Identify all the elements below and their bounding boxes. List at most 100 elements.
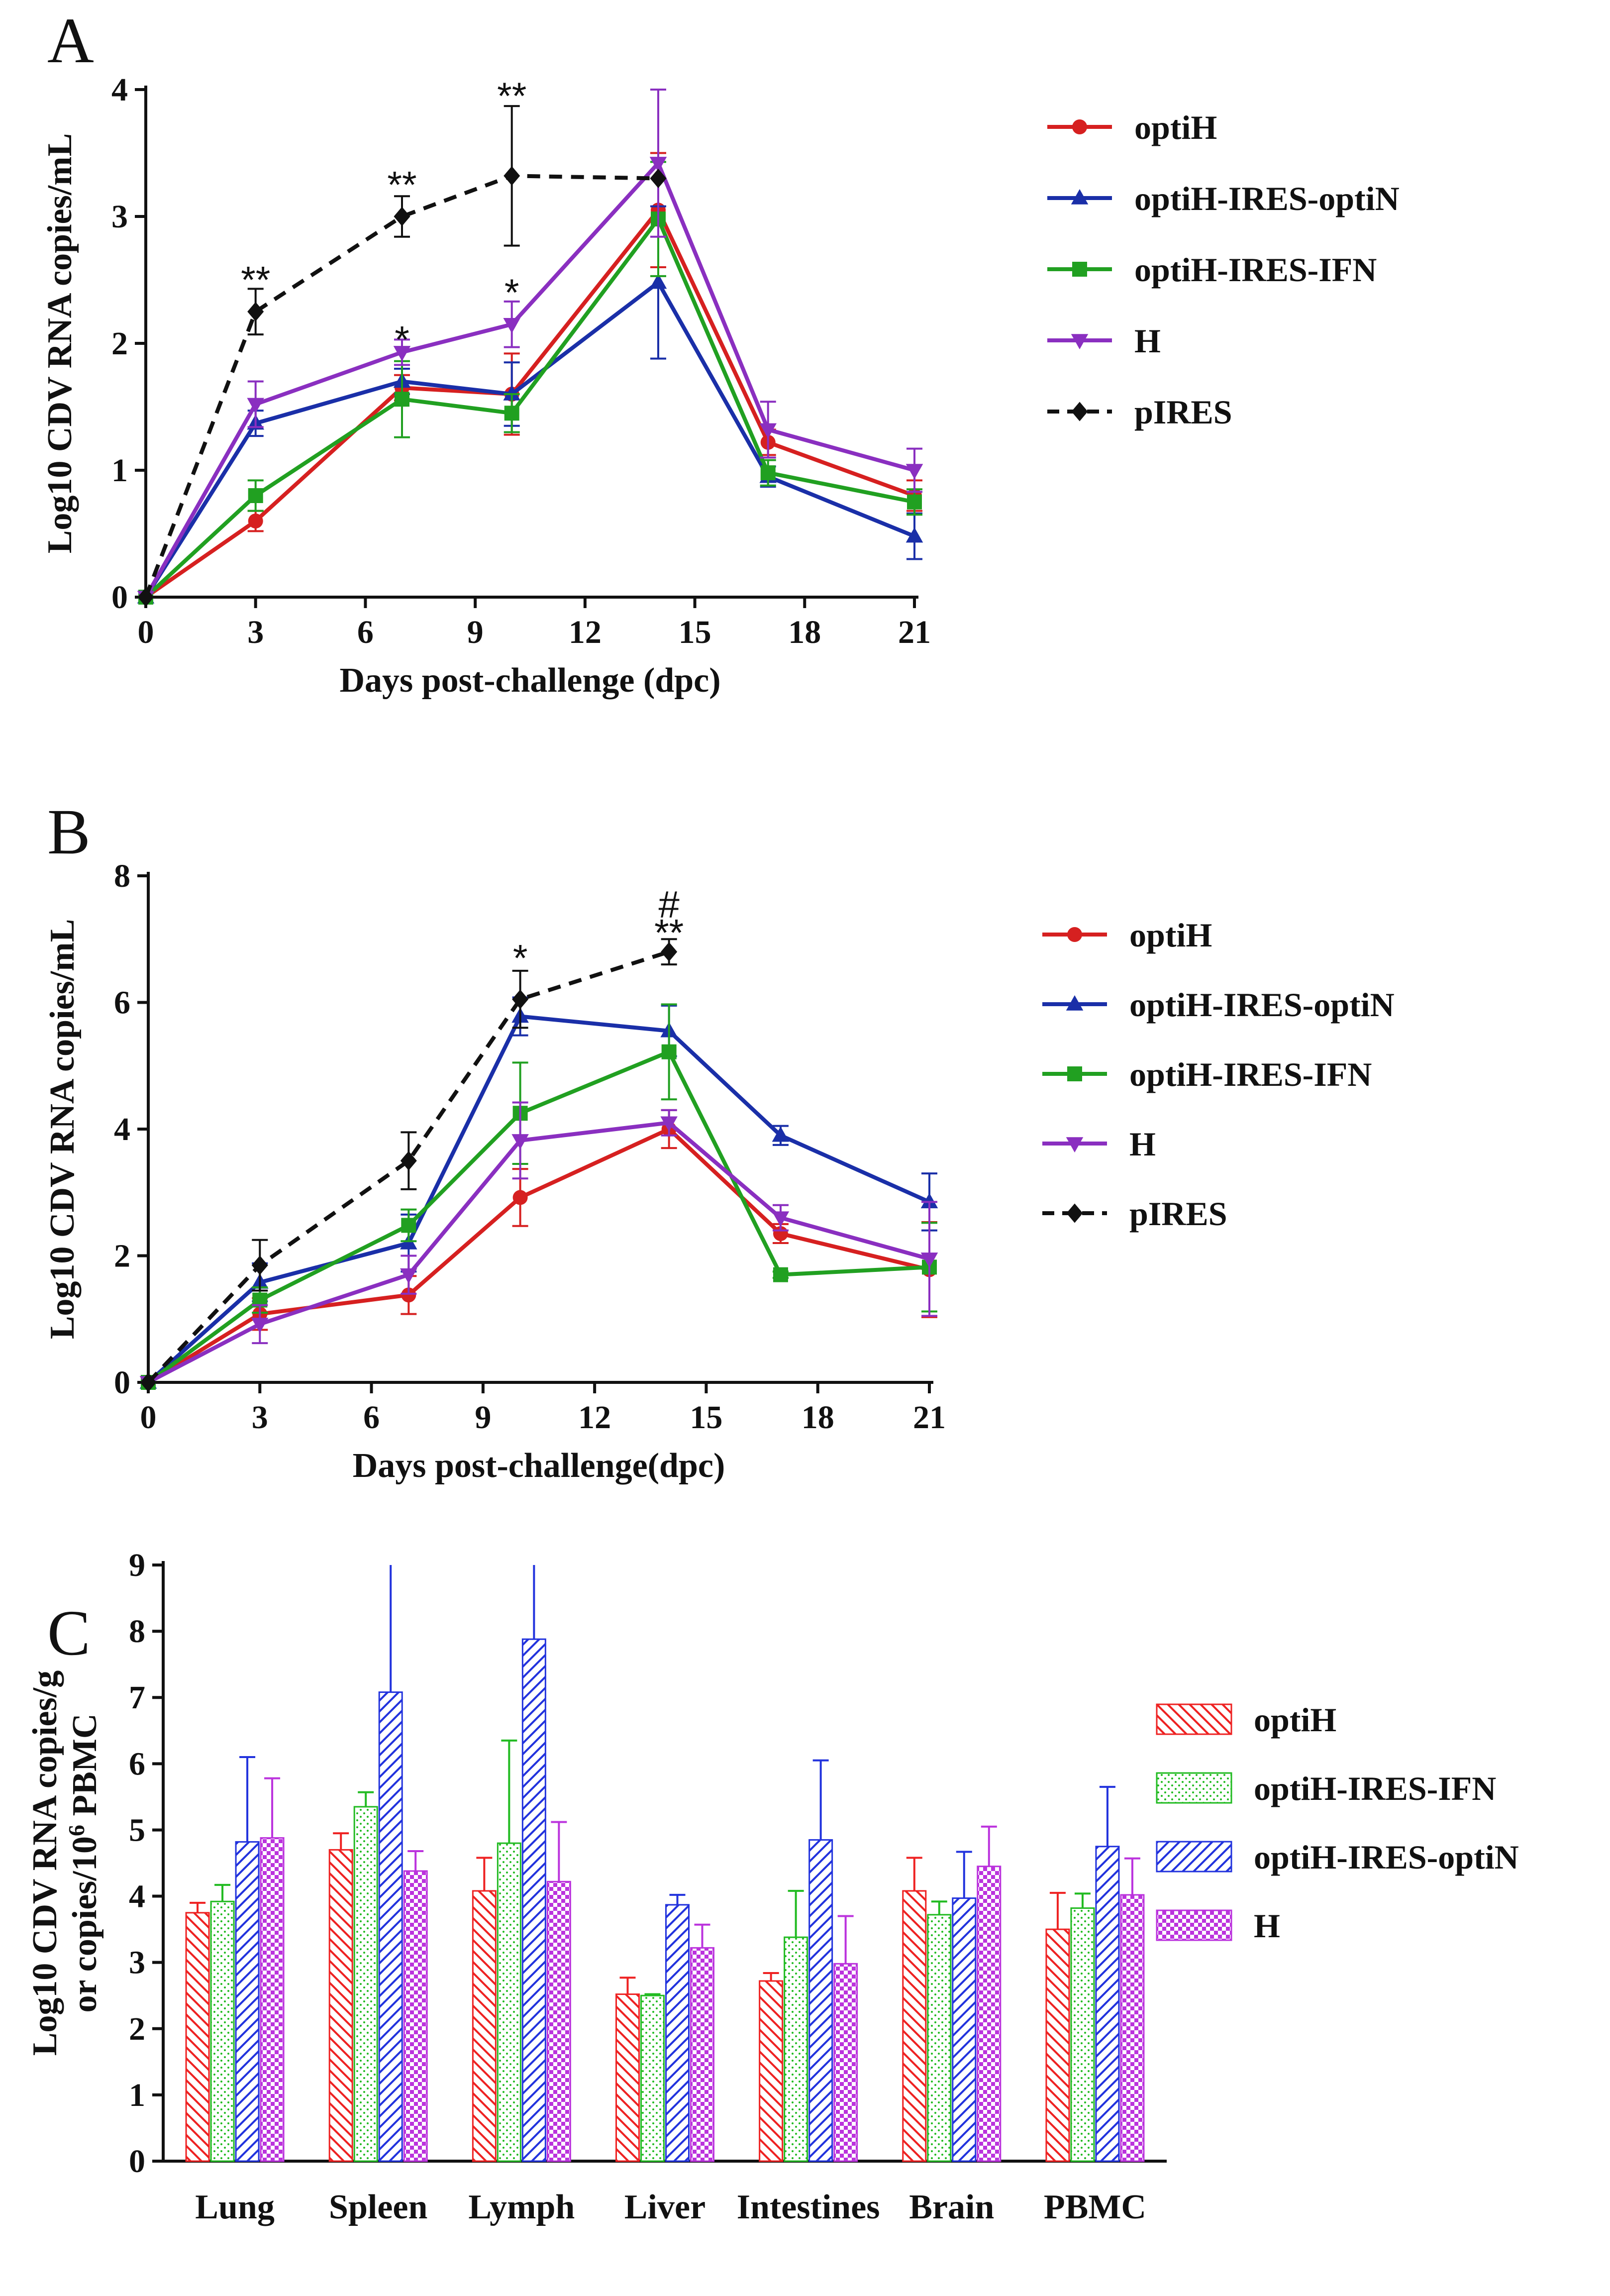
data-point xyxy=(400,1268,417,1284)
legend-label: optiH-IRES-optiN xyxy=(1129,986,1395,1024)
data-point xyxy=(906,464,923,479)
data-point xyxy=(759,423,777,439)
legend-swatch-marker xyxy=(1067,1066,1082,1081)
legend-item-optih-ires-optin: optiH-IRES-optiN xyxy=(1042,986,1395,1024)
y-tick-label: 8 xyxy=(114,858,130,894)
bar-h xyxy=(1120,1894,1145,2162)
data-point xyxy=(247,398,264,414)
legend-swatch xyxy=(1156,1909,1232,1941)
data-point xyxy=(137,587,154,607)
x-tick-label: 21 xyxy=(898,614,931,650)
x-tick-label: 15 xyxy=(679,614,711,650)
legend-swatch-marker xyxy=(1071,334,1089,349)
data-point xyxy=(773,1267,788,1282)
bar-h xyxy=(977,1866,1002,2162)
bar-optih xyxy=(759,1980,784,2162)
y-axis-title-prefix: or copies/10 xyxy=(66,1836,104,2013)
legend-item-optih-ires-optin: optiH-IRES-optiN xyxy=(1047,180,1400,217)
y-axis-title: Log10 CDV RNA copies/mL xyxy=(43,919,82,1340)
data-point xyxy=(503,385,520,401)
series-line xyxy=(147,949,670,1384)
x-tick-label: 18 xyxy=(802,1399,834,1436)
y-axis-title-suffix: PBMC xyxy=(66,1713,104,1825)
legend-label: optiH-IRES-IFN xyxy=(1129,1055,1372,1093)
legend-label: optiH-IRES-IFN xyxy=(1134,251,1377,289)
x-category-label: Spleen xyxy=(329,2188,427,2226)
panel-letter-a: A xyxy=(47,5,94,77)
bar-optih-ires-optin xyxy=(952,1897,977,2162)
bar-optih-ires-ifn xyxy=(784,1936,808,2162)
data-point xyxy=(772,1211,790,1227)
data-point xyxy=(400,1151,417,1171)
data-point xyxy=(393,346,411,361)
x-tick-label: 18 xyxy=(788,614,821,650)
significance-marker: * xyxy=(504,272,519,314)
x-axis-title: Days post-challenge (dpc) xyxy=(339,661,720,700)
x-category-label: PBMC xyxy=(1044,2188,1146,2226)
legend-label: pIRES xyxy=(1129,1195,1227,1233)
legend-swatch-marker xyxy=(1066,1203,1083,1223)
series-line xyxy=(147,1127,930,1384)
bar-optih-ires-optin xyxy=(808,1839,833,2162)
y-tick-label: 1 xyxy=(111,452,128,489)
data-point xyxy=(511,1134,529,1149)
bar-optih-ires-ifn xyxy=(353,1806,378,2162)
bar-optih xyxy=(185,1912,210,2162)
significance-marker: # xyxy=(659,883,680,926)
y-tick-label: 4 xyxy=(111,72,128,108)
y-tick-label: 1 xyxy=(129,2077,145,2113)
data-point xyxy=(760,465,776,481)
significance-marker: ** xyxy=(654,912,684,954)
data-point xyxy=(247,302,264,321)
data-point xyxy=(251,1318,269,1333)
y-tick-label: 2 xyxy=(114,1238,130,1274)
data-point xyxy=(649,157,667,172)
legend-item-pires: pIRES xyxy=(1042,1195,1227,1233)
bar-optih-ires-ifn xyxy=(210,1900,235,2162)
series-optih-ires-ifn xyxy=(138,161,922,605)
y-tick-label: 3 xyxy=(111,199,128,235)
y-tick-label: 6 xyxy=(129,1746,145,1782)
data-point xyxy=(401,1287,416,1303)
series-line xyxy=(144,174,659,598)
legend-swatch xyxy=(1156,1772,1232,1804)
legend-item-optih-ires-ifn: optiH-IRES-IFN xyxy=(1042,1055,1372,1093)
legend-swatch-marker xyxy=(1072,119,1087,134)
x-category-label: Lung xyxy=(195,2188,275,2226)
bar-optih-ires-optin xyxy=(1095,1846,1120,2162)
x-tick-label: 0 xyxy=(138,614,154,650)
bar-optih-ires-ifn xyxy=(1070,1907,1095,2162)
legend-label: optiH xyxy=(1254,1701,1336,1739)
y-tick-label: 6 xyxy=(114,985,130,1021)
bar-optih xyxy=(1045,1928,1070,2162)
data-point xyxy=(649,273,667,289)
y-tick-label: 5 xyxy=(129,1812,145,1848)
significance-marker: * xyxy=(513,937,528,979)
x-category-label: Liver xyxy=(624,2188,705,2226)
legend-swatch-marker xyxy=(1067,927,1082,942)
bar-optih-ires-optin xyxy=(378,1691,403,2162)
data-point xyxy=(906,527,923,543)
bar-h xyxy=(690,1947,714,2162)
bar-optih-ires-optin xyxy=(235,1841,260,2162)
x-category-label: Brain xyxy=(909,2188,994,2226)
y-axis-title: Log10 CDV RNA copies/mL xyxy=(41,133,79,554)
series-pires xyxy=(140,938,678,1392)
bar-optih xyxy=(328,1849,353,2162)
series-pires xyxy=(137,105,667,607)
legend-swatch-marker xyxy=(1072,262,1087,277)
x-tick-label: 12 xyxy=(569,614,602,650)
panel-letter-b: B xyxy=(47,796,91,868)
bar-optih xyxy=(902,1890,927,2162)
x-tick-label: 3 xyxy=(252,1399,268,1436)
y-axis-title-line1: Log10 CDV RNA copies/g xyxy=(26,1670,64,2056)
data-point xyxy=(512,989,529,1009)
y-tick-label: 4 xyxy=(114,1111,130,1148)
legend-label: optiH-IRES-optiN xyxy=(1254,1838,1519,1876)
data-point xyxy=(660,1116,678,1132)
bar-optih xyxy=(615,1993,640,2162)
y-axis-title-superscript: 6 xyxy=(64,1825,89,1836)
legend-item-h: H xyxy=(1047,322,1161,360)
x-tick-label: 21 xyxy=(913,1399,946,1436)
